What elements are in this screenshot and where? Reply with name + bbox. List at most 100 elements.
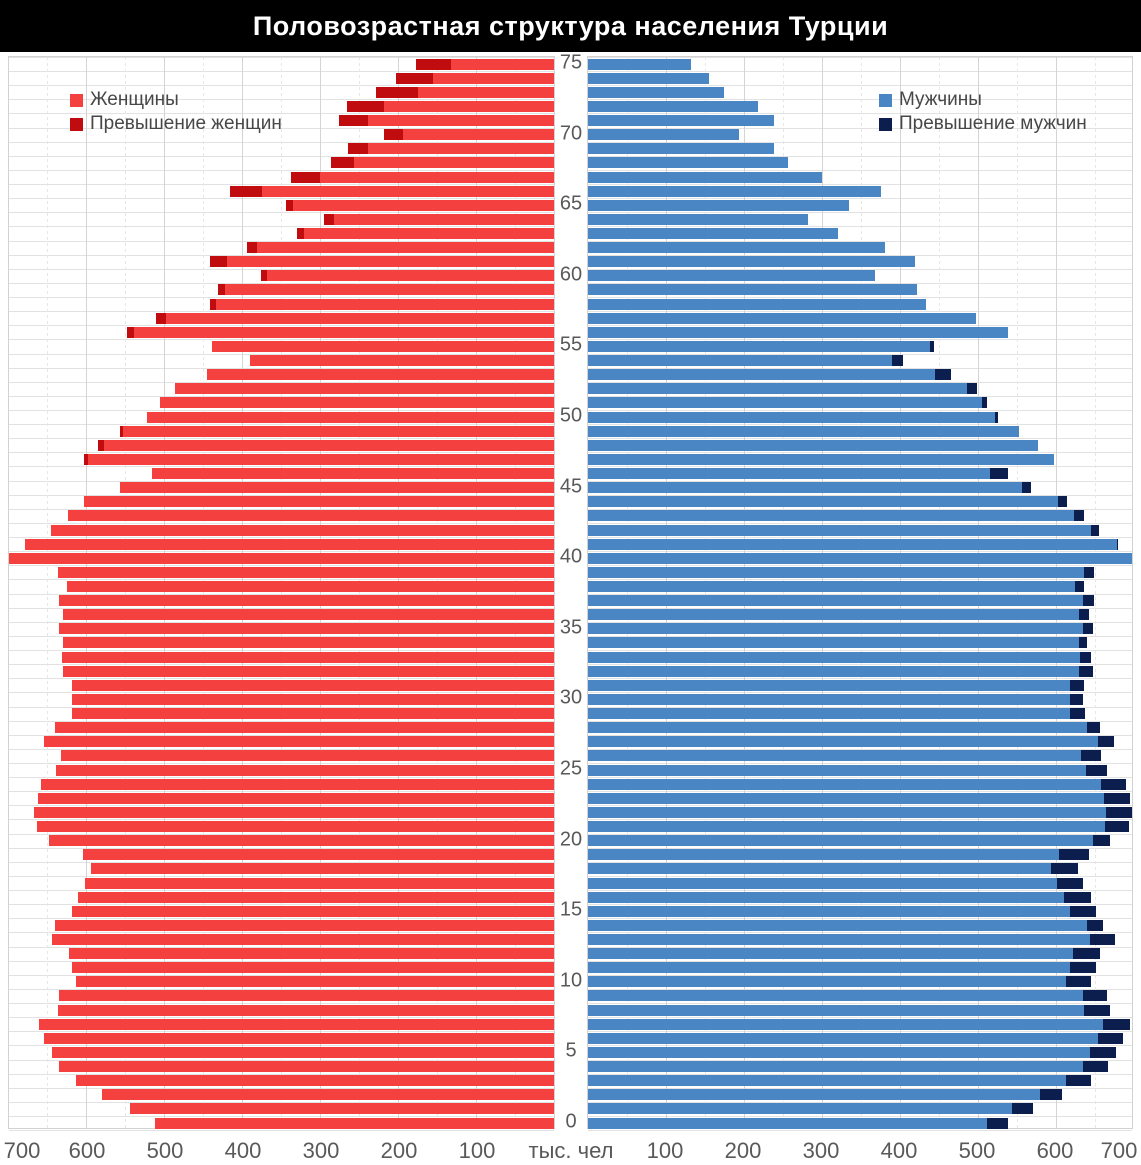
men-bar-age-30 — [588, 693, 1084, 705]
men-bar-age-8 — [588, 1004, 1110, 1016]
women-bar-age-57 — [156, 312, 554, 324]
men-bar-age-65 — [588, 199, 850, 211]
men-bar-age-20 — [588, 835, 1110, 847]
women-bar-age-75 — [415, 58, 554, 70]
men-bar-age-32 — [588, 665, 1093, 677]
women-excess-age-61 — [210, 256, 228, 268]
gridline-horizontal — [588, 127, 1132, 129]
gridline-horizontal — [588, 141, 1132, 143]
gridline-horizontal — [588, 650, 1132, 652]
women-bar-age-60 — [260, 270, 554, 282]
gridline-horizontal — [588, 410, 1132, 411]
gridline-horizontal — [588, 777, 1132, 779]
gridline-horizontal — [588, 890, 1132, 892]
women-bar-age-27 — [43, 736, 554, 748]
women-bar-age-9 — [58, 990, 554, 1002]
gridline-minor-550 — [1017, 57, 1018, 1128]
gridline-minor-650 — [1095, 57, 1096, 1128]
age-tick-0: 0 — [565, 1110, 577, 1133]
women-bar-age-51 — [160, 397, 554, 409]
women-bar-age-4 — [59, 1061, 554, 1073]
men-bar-age-68 — [588, 157, 789, 169]
women-bar-age-0 — [154, 1117, 554, 1129]
gridline-horizontal — [588, 706, 1132, 708]
women-bar-age-28 — [54, 722, 554, 734]
men-bar-age-61 — [588, 256, 915, 268]
women-bar-age-53 — [206, 369, 554, 381]
men-excess-age-27 — [1098, 736, 1114, 748]
women-bar-age-70 — [383, 129, 554, 141]
women-bar-age-41 — [25, 538, 554, 550]
men-excess-age-30 — [1070, 693, 1084, 705]
women-bar-age-26 — [61, 750, 554, 762]
men-bar-age-43 — [588, 510, 1085, 522]
gridline-horizontal — [588, 155, 1132, 157]
men-excess-age-35 — [1083, 623, 1093, 635]
women-bar-age-21 — [36, 821, 554, 833]
women-excess-age-66 — [230, 185, 262, 197]
men-bar-age-57 — [588, 312, 977, 324]
gridline-horizontal — [588, 593, 1132, 595]
gridline-vertical-600 — [1056, 57, 1057, 1128]
gridline-horizontal — [588, 268, 1132, 270]
men-bar-age-71 — [588, 115, 775, 127]
gridline-vertical-200 — [744, 57, 745, 1128]
gridline-horizontal — [588, 1116, 1132, 1117]
men-excess-age-19 — [1059, 849, 1089, 861]
men-bar-age-47 — [588, 453, 1055, 465]
men-excess-age-44 — [1058, 496, 1067, 508]
x-tick-right-700: 700 — [1100, 1138, 1138, 1163]
women-bar-age-58 — [210, 298, 554, 310]
men-excess-age-52 — [967, 383, 978, 395]
x-tick-right-100: 100 — [646, 1138, 684, 1163]
men-excess-age-9 — [1083, 990, 1108, 1002]
men-excess-age-21 — [1105, 821, 1130, 833]
men-bar-age-74 — [588, 72, 709, 84]
gridline-horizontal — [588, 720, 1132, 722]
gridline-horizontal — [588, 805, 1132, 807]
men-excess-age-20 — [1093, 835, 1110, 847]
x-tick-right-300: 300 — [802, 1138, 840, 1163]
men-excess-age-24 — [1101, 778, 1127, 790]
gridline-horizontal — [588, 960, 1132, 962]
gridline-horizontal — [588, 522, 1132, 524]
age-tick-75: 75 — [559, 51, 583, 74]
x-tick-left-100: 100 — [458, 1138, 496, 1163]
women-excess-age-58 — [210, 298, 217, 310]
women-excess-age-59 — [217, 284, 225, 296]
men-excess-age-25 — [1085, 764, 1108, 776]
gridline-horizontal — [588, 607, 1132, 609]
men-bar-age-69 — [588, 143, 774, 155]
women-bar-age-68 — [330, 157, 554, 169]
gridline-horizontal — [588, 551, 1132, 553]
age-tick-15: 15 — [559, 898, 583, 921]
men-excess-age-10 — [1066, 976, 1092, 988]
men-bar-age-40 — [588, 552, 1132, 564]
x-axis-unit-label: тыс. чел — [528, 1138, 614, 1163]
age-tick-50: 50 — [559, 404, 583, 427]
gridline-vertical-500 — [978, 57, 979, 1128]
men-bar-age-0 — [588, 1117, 1009, 1129]
men-bar-age-60 — [588, 270, 876, 282]
men-bar-age-31 — [588, 679, 1085, 691]
men-excess-swatch-icon — [879, 117, 892, 131]
women-bar-age-71 — [338, 115, 554, 127]
men-bar-age-51 — [588, 397, 987, 409]
women-excess-age-64 — [323, 213, 335, 225]
men-bar-age-28 — [588, 722, 1101, 734]
men-excess-age-18 — [1051, 863, 1078, 875]
men-bar-age-19 — [588, 849, 1089, 861]
men-bar-age-18 — [588, 863, 1078, 875]
men-bar-age-1 — [588, 1103, 1034, 1115]
gridline-horizontal — [588, 579, 1132, 581]
men-excess-age-29 — [1070, 708, 1085, 720]
gridline-minor-350 — [861, 57, 862, 1128]
legend-label-men: Мужчины — [899, 89, 982, 110]
gridline-horizontal — [588, 748, 1132, 750]
women-excess-age-75 — [415, 58, 452, 70]
women-bar-age-3 — [75, 1075, 554, 1087]
men-bar-age-49 — [588, 425, 1020, 437]
x-tick-left-700: 700 — [3, 1138, 41, 1163]
men-excess-age-38 — [1074, 581, 1085, 592]
women-bar-age-62 — [246, 242, 554, 254]
